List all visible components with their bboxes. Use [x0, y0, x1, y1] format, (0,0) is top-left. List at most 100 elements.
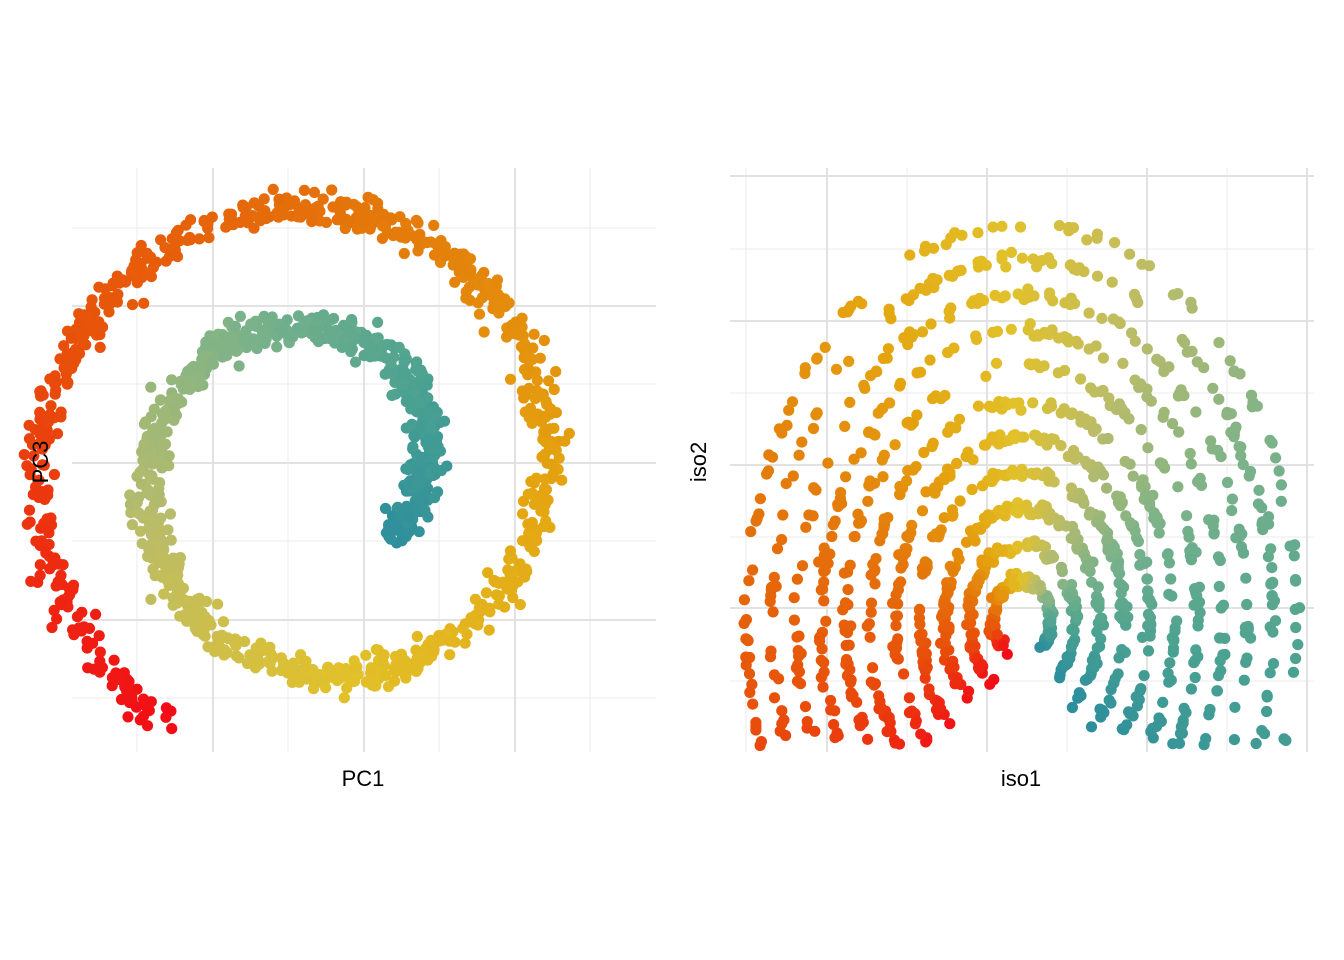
scatter-point	[46, 621, 58, 634]
scatter-point	[1121, 601, 1133, 613]
scatter-point	[999, 290, 1011, 302]
scatter-point	[543, 375, 555, 387]
scatter-point	[364, 343, 376, 355]
scatter-point	[1046, 552, 1058, 564]
scatter-point	[1288, 550, 1300, 562]
scatter-point	[563, 427, 575, 440]
scatter-point	[148, 403, 160, 415]
scatter-point	[1016, 252, 1028, 264]
scatter-point	[473, 308, 486, 320]
scatter-point	[520, 389, 532, 401]
scatter-point	[875, 701, 887, 714]
scatter-point	[807, 422, 820, 435]
scatter-point	[1167, 646, 1179, 658]
scatter-point	[1079, 562, 1092, 574]
scatter-point	[953, 413, 966, 425]
scatter-point	[1198, 739, 1210, 751]
scatter-point	[768, 571, 780, 583]
scatter-point	[1256, 502, 1268, 514]
scatter-point	[1188, 657, 1200, 669]
scatter-point	[743, 575, 755, 587]
scatter-point	[155, 234, 167, 246]
scatter-point	[24, 516, 36, 528]
scatter-point	[408, 387, 420, 399]
scatter-point	[792, 645, 804, 657]
scatter-point	[854, 720, 866, 732]
scatter-point	[1092, 581, 1104, 593]
scatter-point	[904, 331, 916, 343]
scatter-point	[1044, 627, 1056, 639]
scatter-point	[948, 342, 960, 354]
scatter-point	[971, 522, 983, 534]
scatter-point	[839, 597, 852, 609]
scatter-point	[800, 521, 812, 533]
scatter-point	[887, 641, 899, 653]
scatter-point	[252, 211, 264, 223]
scatter-point	[493, 590, 505, 602]
scatter-point	[1079, 455, 1091, 467]
scatter-point	[1292, 639, 1304, 651]
scatter-point	[317, 193, 329, 205]
points-left	[18, 183, 575, 735]
scatter-point	[547, 468, 559, 480]
scatter-point	[1264, 621, 1276, 633]
scatter-point	[134, 714, 146, 726]
scatter-point	[767, 606, 779, 618]
scatter-point	[1072, 610, 1084, 623]
scatter-point	[1173, 737, 1186, 750]
scatter-point	[991, 325, 1004, 337]
scatter-point	[1289, 539, 1301, 551]
scatter-point	[877, 528, 889, 540]
scatter-point	[1158, 366, 1170, 378]
scatter-point	[414, 228, 426, 240]
scatter-point	[1119, 455, 1131, 468]
scatter-point	[58, 340, 70, 352]
scatter-point	[28, 450, 40, 462]
scatter-point	[193, 361, 205, 373]
scatter-point	[397, 379, 409, 391]
scatter-point	[389, 376, 401, 388]
scatter-point	[34, 386, 46, 398]
scatter-point	[1055, 561, 1067, 573]
scatter-point	[157, 569, 169, 581]
scatter-point	[960, 451, 972, 463]
scatter-point	[248, 222, 260, 234]
scatter-point	[840, 639, 852, 652]
scatter-point	[1241, 652, 1253, 664]
scatter-point	[84, 314, 96, 326]
scatter-point	[172, 224, 184, 236]
scatter-point	[1134, 549, 1146, 561]
scatter-point	[1108, 541, 1120, 553]
scatter-point	[1110, 403, 1123, 416]
scatter-point	[545, 439, 557, 451]
scatter-point	[1131, 700, 1143, 712]
scatter-point	[440, 249, 453, 261]
scatter-point	[154, 444, 166, 456]
scatter-point	[1194, 472, 1206, 484]
scatter-point	[483, 624, 495, 636]
scatter-point	[265, 318, 278, 331]
scatter-point	[1068, 600, 1080, 612]
scatter-point	[1044, 290, 1056, 302]
scatter-point	[213, 640, 225, 652]
scatter-point	[518, 364, 531, 376]
scatter-point	[943, 621, 955, 633]
scatter-point	[1069, 298, 1081, 310]
scatter-point	[1290, 575, 1302, 587]
scatter-point	[1142, 491, 1154, 503]
scatter-point	[298, 316, 311, 328]
scatter-point	[1005, 246, 1018, 258]
scatter-point	[134, 466, 146, 478]
scatter-point	[514, 599, 526, 611]
scatter-point	[165, 394, 177, 406]
scatter-point	[1134, 378, 1147, 390]
scatter-point	[184, 383, 196, 395]
scatter-point	[137, 454, 149, 467]
scatter-point	[183, 375, 195, 387]
scatter-point	[1250, 737, 1262, 750]
scatter-point	[312, 336, 325, 348]
scatter-point	[398, 354, 410, 366]
scatter-point	[1063, 591, 1075, 603]
scatter-point	[512, 576, 524, 588]
scatter-point	[998, 504, 1011, 516]
